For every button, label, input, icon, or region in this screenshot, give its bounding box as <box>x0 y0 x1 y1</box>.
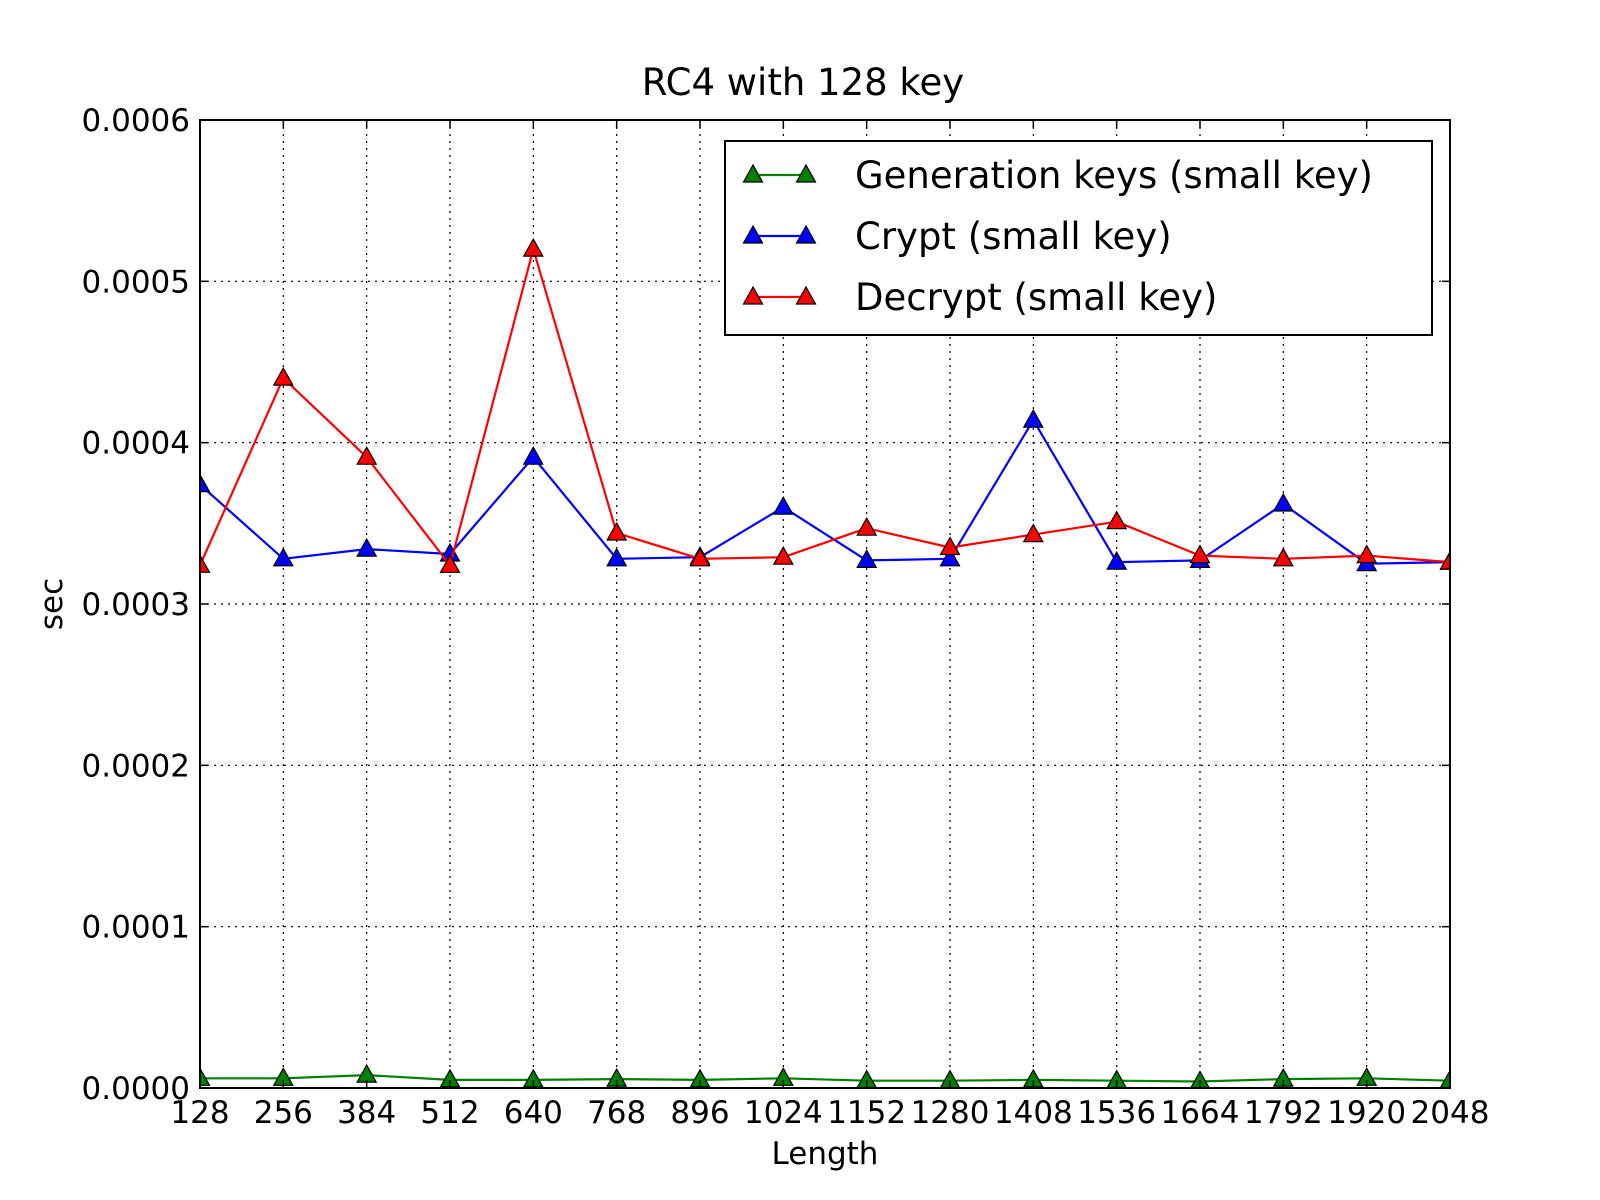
x-tick-label: 1024 <box>744 1095 823 1131</box>
data-point <box>272 366 294 386</box>
y-tick-label: 0.0003 <box>82 587 190 623</box>
series-line <box>200 419 1450 565</box>
series-0 <box>200 1063 1450 1088</box>
y-tick-label: 0.0004 <box>82 426 190 462</box>
x-tick-label: 1664 <box>1161 1095 1240 1131</box>
data-point <box>439 554 461 573</box>
data-point <box>856 516 878 536</box>
data-point <box>1106 510 1128 530</box>
y-tick-label: 0.0006 <box>82 103 190 139</box>
data-point <box>772 495 794 515</box>
x-tick-label: 1152 <box>827 1095 906 1131</box>
y-axis-label: sec <box>34 578 70 630</box>
legend-marker <box>795 285 817 305</box>
data-point <box>1106 550 1128 570</box>
legend-entry: Decrypt (small key) <box>742 276 1217 319</box>
data-point <box>772 545 794 565</box>
chart-title: RC4 with 128 key <box>642 61 964 104</box>
x-tick-label: 256 <box>254 1095 313 1131</box>
data-point <box>1022 523 1044 543</box>
y-tick-label: 0.0005 <box>82 264 190 300</box>
x-tick-label: 1536 <box>1077 1095 1156 1131</box>
legend-label: Decrypt (small key) <box>855 276 1217 319</box>
x-tick-label: 2048 <box>1411 1095 1490 1131</box>
legend-marker <box>795 224 817 244</box>
series-layer <box>200 237 1450 1088</box>
data-point <box>522 445 544 465</box>
series-2 <box>200 237 1450 573</box>
y-tick-label: 0.0000 <box>82 1071 190 1107</box>
data-point <box>939 536 961 556</box>
legend-entry: Generation keys (small key) <box>742 154 1373 197</box>
series-line <box>200 248 1450 567</box>
x-tick-label: 896 <box>670 1095 729 1131</box>
data-point <box>1439 1069 1450 1088</box>
x-tick-label: 1408 <box>994 1095 1073 1131</box>
data-point <box>1272 547 1294 567</box>
legend-marker <box>795 163 817 183</box>
x-tick-label: 640 <box>504 1095 563 1131</box>
x-tick-label: 512 <box>420 1095 479 1131</box>
data-point <box>606 547 628 567</box>
x-tick-label: 128 <box>170 1095 229 1131</box>
data-point <box>939 547 961 567</box>
y-tick-label: 0.0002 <box>82 748 190 784</box>
x-tick-label: 1280 <box>911 1095 990 1131</box>
x-tick-label: 1792 <box>1244 1095 1323 1131</box>
legend-marker <box>742 224 764 244</box>
legend-marker <box>742 285 764 305</box>
data-point <box>856 549 878 569</box>
x-tick-label: 384 <box>337 1095 396 1131</box>
data-point <box>200 473 211 493</box>
legend-box <box>724 140 1433 336</box>
data-point <box>689 547 711 567</box>
data-point <box>1189 544 1211 564</box>
data-point <box>522 237 544 257</box>
legend-label: Generation keys (small key) <box>855 154 1373 197</box>
legend-label: Crypt (small key) <box>855 215 1172 258</box>
data-point <box>1022 408 1044 428</box>
legend-entry: Crypt (small key) <box>742 215 1172 258</box>
series-line <box>200 1073 1450 1083</box>
data-point <box>1190 1070 1210 1088</box>
legend-marker <box>742 163 764 183</box>
y-tick-label: 0.0001 <box>82 910 190 946</box>
ticks: 128 256 384 512 640 768 896 1024 1152 1280 1408 153… <box>82 103 1490 1131</box>
data-point <box>356 537 378 557</box>
data-point <box>272 547 294 567</box>
x-axis-label: Length <box>772 1136 879 1172</box>
data-point <box>1272 492 1294 512</box>
legend: Generation keys (small key) Crypt (small … <box>724 140 1433 336</box>
x-tick-label: 1920 <box>1327 1095 1406 1131</box>
data-point <box>1439 550 1450 570</box>
data-point <box>606 521 628 541</box>
data-point <box>356 445 378 465</box>
data-point <box>1356 544 1378 564</box>
x-tick-label: 768 <box>587 1095 646 1131</box>
data-point <box>200 554 211 573</box>
data-point <box>200 1067 211 1086</box>
